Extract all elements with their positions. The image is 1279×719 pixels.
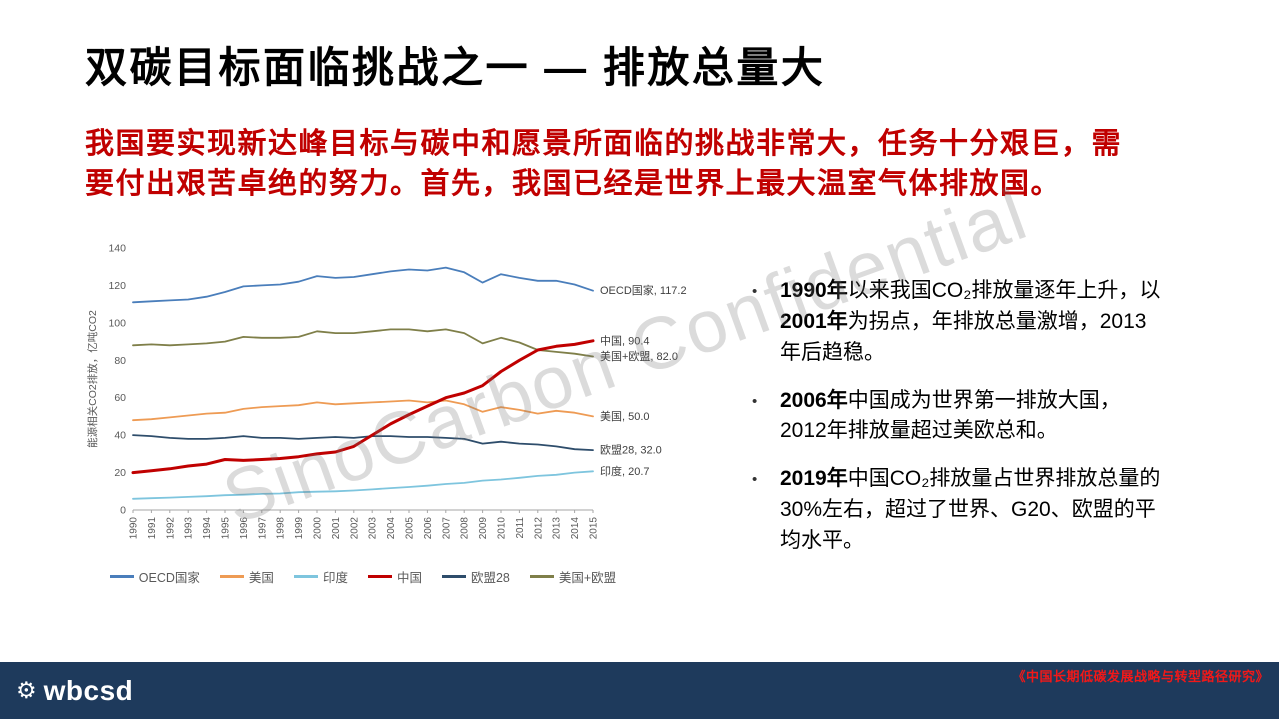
legend-swatch [529, 575, 554, 578]
legend-label: 美国 [248, 571, 274, 585]
emissions-line-chart: 0 20 40 60 80 100 120 140 能源相关CO2排放，亿吨CO2 1990 199… [85, 236, 755, 586]
svg-text:1999: 1999 [294, 517, 305, 540]
svg-text:1997: 1997 [257, 517, 268, 540]
svg-text:100: 100 [108, 317, 126, 329]
bullet-text: 2006年中国成为世界第一排放大国，2012年排放量超过美欧总和。 [780, 388, 1121, 443]
svg-text:2005: 2005 [405, 517, 416, 540]
svg-text:120: 120 [108, 280, 126, 292]
svg-text:40: 40 [114, 430, 126, 442]
svg-text:2006: 2006 [423, 517, 434, 540]
legend-item: OECD国家 [109, 567, 200, 586]
svg-text:80: 80 [114, 355, 126, 367]
legend-item: 欧盟28 [441, 567, 510, 586]
legend-label: 欧盟28 [470, 571, 510, 585]
svg-text:0: 0 [120, 505, 126, 517]
bullet-marker: • [752, 283, 758, 300]
bullet-item: • 2019年中国CO₂排放量占世界排放总量的30%左右，超过了世界、G20、欧盟… [752, 464, 1164, 557]
svg-text:60: 60 [114, 392, 126, 404]
legend-item: 中国 [367, 567, 422, 586]
legend-label: 美国+欧盟 [558, 571, 617, 585]
wbcsd-logo: ⚙ wbcsd [16, 675, 133, 707]
svg-text:2015: 2015 [589, 517, 600, 540]
legend-swatch [219, 575, 244, 578]
bullet-item: • 1990年以来我国CO₂排放量逐年上升，以2001年为拐点，年排放总量激增，2… [752, 276, 1164, 369]
svg-text:2013: 2013 [552, 517, 563, 540]
svg-text:美国, 50.0: 美国, 50.0 [600, 410, 650, 423]
chart-legend: OECD国家 美国 印度 中国 欧盟28 美国+欧盟 [85, 567, 755, 586]
intro-paragraph: 我国要实现新达峰目标与碳中和愿景所面临的挑战非常大，任务十分艰巨，需要付出艰苦卓… [85, 128, 1123, 201]
svg-text:中国, 90.4: 中国, 90.4 [600, 334, 650, 347]
bullet-text: 1990年以来我国CO₂排放量逐年上升，以2001年为拐点，年排放总量激增，20… [780, 279, 1161, 364]
wbcsd-logo-text: wbcsd [43, 674, 134, 706]
bullet-list: • 1990年以来我国CO₂排放量逐年上升，以2001年为拐点，年排放总量激增，2… [752, 276, 1164, 574]
svg-text:1990: 1990 [129, 517, 140, 540]
bullet-marker: • [752, 392, 758, 410]
svg-text:2008: 2008 [460, 517, 471, 540]
page-title: 双碳目标面临挑战之一 — 排放总量大 [85, 44, 826, 91]
svg-text:2004: 2004 [386, 517, 397, 540]
svg-text:2010: 2010 [497, 517, 508, 540]
legend-label: OECD国家 [138, 571, 200, 585]
wbcsd-logo-icon: ⚙ [16, 677, 37, 703]
footer-bar: ⚙ wbcsd 《中国长期低碳发展战略与转型路径研究》 [0, 662, 1279, 719]
svg-text:2001: 2001 [331, 517, 342, 540]
svg-text:2000: 2000 [313, 517, 324, 540]
svg-text:1994: 1994 [202, 517, 213, 540]
svg-text:2007: 2007 [441, 517, 452, 540]
legend-swatch [441, 575, 466, 578]
legend-swatch [109, 575, 134, 578]
svg-text:140: 140 [108, 243, 126, 255]
legend-item: 美国 [219, 567, 274, 586]
svg-text:2002: 2002 [349, 517, 360, 540]
chart-canvas: 0 20 40 60 80 100 120 140 能源相关CO2排放，亿吨CO2 1990 199… [86, 243, 687, 540]
svg-text:1995: 1995 [221, 517, 232, 540]
legend-label: 印度 [322, 571, 348, 585]
bullet-text: 2019年中国CO₂排放量占世界排放总量的30%左右，超过了世界、G20、欧盟的… [780, 467, 1161, 553]
svg-text:1998: 1998 [276, 517, 287, 540]
svg-text:2012: 2012 [533, 517, 544, 540]
bullet-item: • 2006年中国成为世界第一排放大国，2012年排放量超过美欧总和。 [752, 386, 1164, 448]
svg-text:印度, 20.7: 印度, 20.7 [600, 464, 650, 478]
svg-text:2014: 2014 [570, 517, 581, 540]
svg-text:1991: 1991 [147, 517, 158, 540]
legend-swatch [293, 575, 318, 578]
footer-reference-text: 《中国长期低碳发展战略与转型路径研究》 [1012, 669, 1269, 684]
legend-swatch [367, 575, 392, 578]
legend-label: 中国 [396, 571, 422, 585]
svg-text:20: 20 [114, 467, 126, 479]
svg-text:OECD国家, 117.2: OECD国家, 117.2 [600, 283, 687, 297]
legend-item: 美国+欧盟 [529, 567, 617, 586]
svg-text:欧盟28, 32.0: 欧盟28, 32.0 [600, 444, 662, 457]
svg-text:2011: 2011 [515, 517, 526, 539]
svg-text:2009: 2009 [478, 517, 489, 540]
legend-item: 印度 [293, 567, 348, 586]
svg-text:1992: 1992 [165, 517, 176, 540]
svg-text:1996: 1996 [239, 517, 250, 540]
svg-text:2003: 2003 [368, 517, 379, 540]
svg-text:能源相关CO2排放，亿吨CO2: 能源相关CO2排放，亿吨CO2 [86, 310, 99, 448]
svg-text:美国+欧盟, 82.0: 美国+欧盟, 82.0 [600, 350, 678, 363]
svg-text:1993: 1993 [184, 517, 195, 540]
bullet-marker: • [752, 471, 758, 489]
